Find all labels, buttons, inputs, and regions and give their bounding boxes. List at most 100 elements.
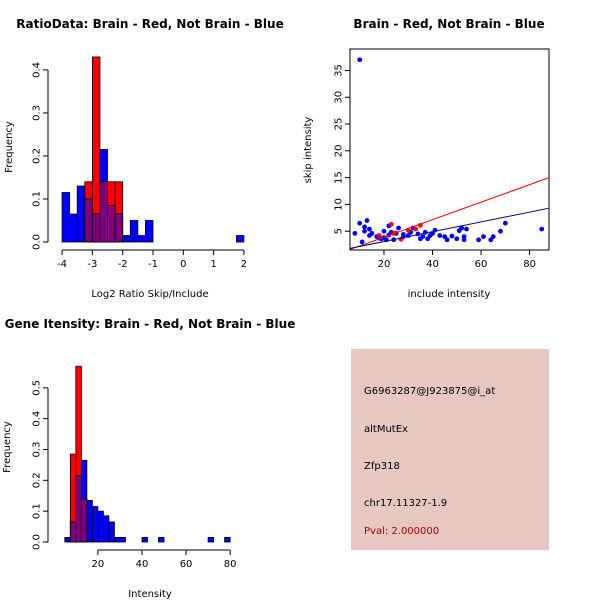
ratio-histogram-xlabel: Log2 Ratio Skip/Include xyxy=(91,289,208,300)
ratio-histogram-y-tick-label: 0.1 xyxy=(32,191,43,207)
gene-histogram-y-tick-label: 0.0 xyxy=(32,534,43,550)
ratio-histogram-bar-overlap xyxy=(114,213,124,243)
ratio-histogram-bar-not-brain xyxy=(122,235,131,243)
ratio-histogram-y-tick-label: 0.2 xyxy=(32,148,43,164)
ratio-histogram-y-tick-label: 0.4 xyxy=(32,62,43,78)
scatter-y-tick-label: 35 xyxy=(334,64,345,77)
gene-histogram-bar-not-brain xyxy=(64,536,71,543)
scatter-point-not-brain xyxy=(357,57,363,63)
gene-histogram-axes: 0.0 0.1 0.2 0.3 0.4 0.5 20 40 60 80 xyxy=(31,380,236,570)
ratio-histogram-x-tick-label: 2 xyxy=(241,259,247,270)
ratio-histogram-x-tick-label: -1 xyxy=(148,259,158,270)
scatter-point-brain xyxy=(413,226,418,232)
gene-histogram-y-tick-label: 0.2 xyxy=(32,472,43,488)
scatter-y-tick-label: 20 xyxy=(334,144,345,157)
scatter-point-not-brain xyxy=(352,230,358,236)
scatter-point-not-brain xyxy=(367,226,372,232)
scatter-point-not-brain xyxy=(362,224,367,230)
scatter-fit-line-not-brain xyxy=(349,207,550,249)
ratio-histogram-x-tick-label: 1 xyxy=(210,259,216,270)
scatter-point-not-brain xyxy=(362,228,367,234)
event-type: altMutEx xyxy=(364,424,408,435)
probe-id: G6963287@J923875@i_at xyxy=(364,386,496,397)
gene-name: Zfp318 xyxy=(364,461,400,472)
gene-histogram-xlabel: Intensity xyxy=(128,589,172,600)
gene-histogram-ylabel: Frequency xyxy=(2,421,13,473)
scatter-point-not-brain xyxy=(454,236,460,242)
gene-histogram-title: Gene Itensity: Brain - Red, Not Brain - … xyxy=(5,317,296,331)
ratio-histogram-y-tick-label: 0.3 xyxy=(32,105,43,121)
scatter-point-not-brain xyxy=(498,228,503,234)
scatter-point-not-brain xyxy=(396,225,401,231)
gene-histogram-bar-not-brain xyxy=(97,510,104,543)
ratio-histogram-bar-overlap xyxy=(84,198,93,243)
ratio-histogram-x-tick-label: -3 xyxy=(87,259,97,270)
probe-info-panel: G6963287@J923875@i_at altMutEx Zfp318 ch… xyxy=(351,349,549,550)
gene-histogram-bar-overlap xyxy=(80,498,88,543)
gene-histogram-bar-not-brain xyxy=(102,515,110,543)
scatter-point-not-brain xyxy=(359,239,365,245)
scatter-point-brain xyxy=(388,221,394,227)
gene-histogram-x-tick-label: 40 xyxy=(136,559,149,570)
gene-histogram-bar-not-brain xyxy=(207,536,215,543)
scatter-y-tick-label: 30 xyxy=(334,91,345,104)
scatter-point-not-brain xyxy=(369,230,375,236)
gene-histogram-y-tick-label: 0.5 xyxy=(32,380,43,396)
ratio-histogram-bars xyxy=(61,56,245,243)
ratio-histogram-x-tick-label: -2 xyxy=(118,259,128,270)
gene-histogram-bars xyxy=(64,365,231,543)
ratio-histogram-bar-overlap xyxy=(107,205,116,243)
scatter-marks xyxy=(349,57,550,250)
scatter-point-not-brain xyxy=(364,218,370,223)
scatter-y-tick-label: 5 xyxy=(334,228,345,234)
scatter-point-not-brain xyxy=(437,233,443,238)
ratio-histogram-ylabel: Frequency xyxy=(4,121,15,173)
scatter-point-not-brain xyxy=(481,234,486,240)
scatter-point-brain xyxy=(376,233,382,238)
gene-histogram-bar-not-brain xyxy=(91,506,99,543)
genomic-location: chr17.11327-1.9 xyxy=(364,498,448,509)
ratio-histogram-bar-overlap xyxy=(91,213,101,243)
scatter-point-not-brain xyxy=(449,233,455,239)
scatter-point-not-brain xyxy=(461,237,467,243)
ratio-histogram-bar-overlap xyxy=(99,181,108,243)
ratio-histogram-bar-not-brain xyxy=(137,235,146,243)
scatter-fit-line-brain xyxy=(349,177,550,250)
ratio-histogram-panel: RatioData: Brain - Red, Not Brain - Blue… xyxy=(4,17,284,300)
gene-intensity-histogram-panel: Gene Itensity: Brain - Red, Not Brain - … xyxy=(2,317,295,600)
intensity-scatter-panel: Brain - Red, Not Brain - Blue include in… xyxy=(303,17,550,300)
scatter-point-not-brain xyxy=(357,220,363,226)
gene-histogram-bar-overlap xyxy=(69,521,77,543)
scatter-axes: 5 10 15 20 25 30 35 20 40 60 80 xyxy=(334,64,536,270)
scatter-y-tick-label: 25 xyxy=(334,118,345,131)
ratio-histogram-bar-not-brain xyxy=(69,213,78,243)
scatter-plot-box xyxy=(349,48,550,251)
gene-histogram-bar-not-brain xyxy=(86,499,93,543)
ratio-histogram-bar-not-brain xyxy=(145,220,154,243)
gene-histogram-bar-not-brain xyxy=(158,536,165,543)
ratio-histogram-x-tick-label: 0 xyxy=(180,259,186,270)
scatter-x-tick-label: 60 xyxy=(475,259,488,270)
ratio-histogram-title: RatioData: Brain - Red, Not Brain - Blue xyxy=(16,17,283,31)
gene-histogram-y-tick-label: 0.3 xyxy=(32,442,43,458)
scatter-x-tick-label: 20 xyxy=(378,259,391,270)
gene-histogram-x-tick-label: 60 xyxy=(180,559,193,570)
scatter-point-not-brain xyxy=(464,226,469,232)
ratio-histogram-bar-not-brain xyxy=(76,185,86,243)
scatter-point-not-brain xyxy=(539,226,545,232)
ratio-histogram-axes: 0.0 0.1 0.2 0.3 0.4 -4 -3 -2 -1 0 1 2 xyxy=(32,62,248,270)
gene-histogram-y-tick-label: 0.4 xyxy=(32,411,43,427)
gene-histogram-bar-not-brain xyxy=(119,536,126,543)
gene-histogram-y-tick-label: 0.1 xyxy=(31,503,42,519)
ratio-histogram-bar-not-brain xyxy=(235,235,245,243)
gene-histogram-bar-overlap xyxy=(75,475,82,543)
scatter-point-not-brain xyxy=(381,228,387,234)
scatter-point-not-brain xyxy=(490,234,496,240)
scatter-title: Brain - Red, Not Brain - Blue xyxy=(353,17,544,31)
ratio-histogram-bar-not-brain xyxy=(61,192,71,243)
gene-histogram-bar-not-brain xyxy=(108,521,115,543)
scatter-ylabel: skip intensity xyxy=(303,117,314,184)
scatter-y-tick-label: 15 xyxy=(334,171,345,184)
scatter-point-not-brain xyxy=(476,237,482,243)
